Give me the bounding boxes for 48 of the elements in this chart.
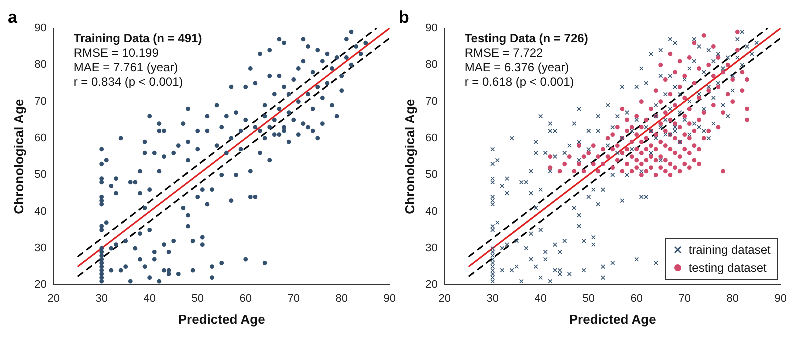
chart-title: a [8, 8, 18, 27]
y-tick-label: 70 [34, 96, 47, 108]
legend-label: testing dataset [688, 260, 767, 278]
x-tick-label: 30 [96, 292, 108, 305]
annotation: MAE = 6.376 (year) [464, 60, 570, 75]
x-tick-label: 30 [486, 292, 499, 305]
chart-title: b [399, 8, 410, 27]
y-tick-label: 50 [426, 169, 438, 182]
x-tick-label: 40 [534, 292, 547, 305]
y-tick-label: 60 [34, 132, 47, 144]
annotation: r = 0.618 (p < 0.001) [464, 75, 574, 90]
x-axis-title: Predicted Age [569, 312, 656, 327]
annotation: RMSE = 7.722 [464, 46, 544, 60]
y-tick-label: 20 [34, 279, 47, 292]
x-tick-label: 50 [582, 292, 595, 305]
x-tick-label: 50 [192, 292, 204, 305]
x-tick-label: 20 [438, 292, 451, 305]
annotation: MAE = 7.761 (year) [74, 60, 178, 75]
y-tick-label: 20 [426, 279, 438, 292]
y-tick-label: 30 [34, 242, 47, 255]
x-tick-label: 60 [240, 292, 252, 305]
annotation: Training Data (n = 491) [74, 32, 202, 46]
annotation: RMSE = 10.199 [74, 46, 160, 60]
y-tick-label: 90 [34, 22, 47, 34]
y-tick-label: 40 [426, 206, 438, 218]
y-axis-title: Chronological Age [402, 99, 418, 214]
x-tick-label: 80 [336, 292, 348, 305]
x-tick-label: 90 [384, 292, 396, 305]
y-tick-label: 50 [34, 169, 47, 182]
x-axis-title: Predicted Age [178, 312, 266, 327]
x-tick-label: 70 [678, 292, 691, 305]
x-tick-label: 40 [144, 292, 156, 305]
legend-label: training dataset [688, 242, 771, 260]
y-tick-label: 80 [426, 59, 438, 72]
x-tick-label: 70 [288, 292, 300, 305]
annotation: Testing Data (n = 726) [464, 32, 588, 46]
y-tick-label: 70 [426, 96, 438, 108]
y-tick-label: 60 [426, 132, 438, 144]
annotation: r = 0.834 (p < 0.001) [74, 75, 184, 90]
x-tick-label: 80 [726, 292, 739, 305]
y-tick-label: 80 [34, 59, 47, 72]
y-tick-label: 30 [426, 242, 438, 255]
y-axis-title: Chronological Age [11, 99, 26, 214]
x-tick-label: 20 [48, 292, 60, 305]
y-tick-label: 40 [34, 206, 47, 218]
x-tick-label: 90 [774, 292, 788, 305]
y-tick-label: 90 [426, 22, 438, 34]
x-tick-label: 60 [630, 292, 643, 305]
